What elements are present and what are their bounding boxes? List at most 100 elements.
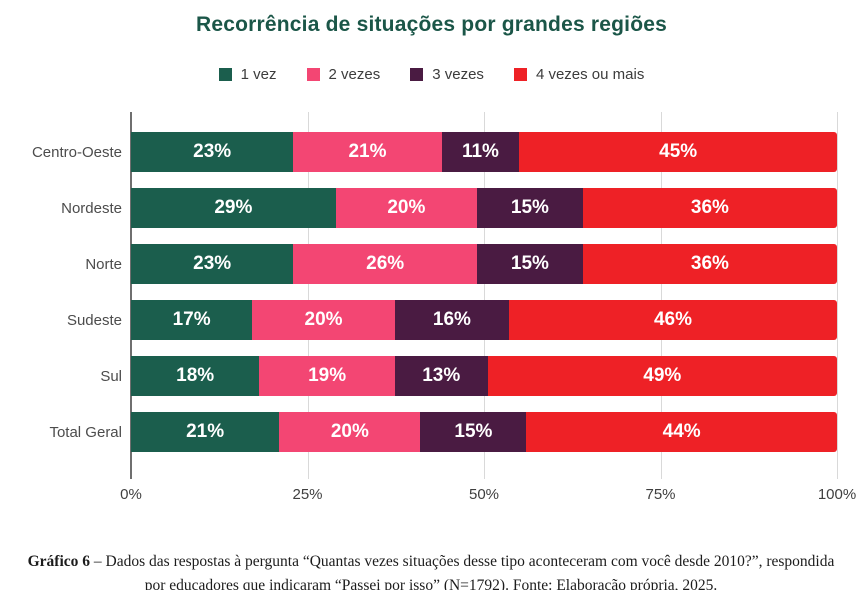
bar-segment-4-vezes-ou-mais: 44% [526, 412, 837, 452]
category-axis-labels: Centro-Oeste Nordeste Norte Sudeste Sul Total… [0, 124, 122, 460]
caption-label: Gráfico 6 [27, 552, 91, 570]
bar-segment-4-vezes-ou-mais: 46% [508, 300, 837, 340]
caption-text: Dados das respostas à pergunta “Quantas … [105, 552, 835, 590]
bar-row-sudeste: 17% 20% 16% 46% [131, 292, 837, 348]
gridline [484, 112, 485, 479]
bar-segment-1-vez: 17% [131, 300, 253, 340]
bar-value-label: 26% [366, 253, 405, 274]
caption: Gráfico 6 – Dados das respostas à pergun… [21, 550, 841, 590]
bar-segment-3-vezes: 15% [476, 188, 583, 228]
legend: 1 vez 2 vezes 3 vezes 4 vezes ou mais [0, 66, 863, 83]
bar-value-label: 23% [193, 253, 232, 274]
bar-segment-2-vezes: 20% [252, 300, 395, 340]
legend-item-4-vezes-ou-mais: 4 vezes ou mais [513, 66, 645, 83]
legend-label: 3 vezes [432, 66, 484, 83]
legend-label: 1 vez [240, 66, 277, 83]
x-axis-tick-labels: 0% 25% 50% 75% 100% [120, 486, 856, 506]
bar-value-label: 13% [422, 365, 461, 386]
category-label-centro-oeste: Centro-Oeste [31, 143, 122, 161]
bar-segment-3-vezes: 16% [394, 300, 509, 340]
bar-value-label: 21% [186, 421, 225, 442]
legend-swatch-icon [218, 68, 232, 81]
bar-segment-2-vezes: 20% [335, 188, 477, 228]
stacked-bar-chart: Centro-Oeste Nordeste Norte Sudeste Sul Total… [0, 112, 863, 512]
bar-segment-4-vezes-ou-mais: 36% [582, 244, 837, 284]
bar-value-label: 20% [304, 309, 343, 330]
stacked-bar-nordeste: 29% 20% 15% 36% [131, 188, 837, 228]
bar-segment-1-vez: 21% [131, 412, 280, 452]
bar-segment-1-vez: 23% [131, 132, 294, 172]
bar-segment-2-vezes: 26% [293, 244, 477, 284]
bar-value-label: 29% [214, 197, 253, 218]
category-label-total-geral: Total Geral [49, 423, 122, 441]
bar-value-label: 36% [690, 253, 729, 274]
category-label-nordeste: Nordeste [61, 199, 122, 217]
legend-item-2-vezes: 2 vezes [306, 66, 381, 83]
bar-value-label: 45% [659, 141, 698, 162]
category-label-norte: Norte [85, 255, 122, 273]
category-label-sudeste: Sudeste [66, 311, 122, 329]
bar-segment-3-vezes: 13% [394, 356, 488, 396]
stacked-bar-sudeste: 17% 20% 16% 46% [131, 300, 837, 340]
bar-value-label: 11% [461, 141, 499, 162]
bar-segment-3-vezes: 15% [420, 412, 527, 452]
plot-rows: 23% 21% 11% 45% 29% 20% 15% 36% 23% 26% 15% 36% 17% 2… [131, 124, 837, 460]
gridline [307, 112, 309, 479]
bar-value-label: 21% [348, 141, 387, 162]
bar-value-label: 18% [176, 365, 215, 386]
chart-title: Recorrência de situações por grandes reg… [196, 13, 667, 36]
bar-segment-2-vezes: 21% [293, 132, 442, 172]
bar-value-label: 15% [510, 197, 549, 218]
legend-swatch-icon [306, 68, 320, 81]
bar-value-label: 16% [432, 309, 471, 330]
bar-segment-2-vezes: 20% [279, 412, 421, 452]
legend-swatch-icon [513, 68, 527, 81]
plot-area: 23% 21% 11% 45% 29% 20% 15% 36% 23% 26% 15% 36% 17% 2… [130, 112, 838, 479]
bar-segment-2-vezes: 19% [259, 356, 395, 396]
bar-row-nordeste: 29% 20% 15% 36% [131, 180, 837, 236]
x-tick-label-100: 100% [817, 486, 857, 503]
bar-value-label: 17% [172, 309, 211, 330]
bar-value-label: 23% [193, 141, 232, 162]
bar-segment-4-vezes-ou-mais: 49% [487, 356, 837, 396]
gridline [660, 112, 662, 479]
stacked-bar-sul: 18% 19% 13% 49% [131, 356, 837, 396]
bar-value-label: 49% [643, 365, 682, 386]
legend-item-3-vezes: 3 vezes [410, 66, 484, 83]
bar-value-label: 20% [387, 197, 426, 218]
stacked-bar-norte: 23% 26% 15% 36% [131, 244, 837, 284]
bar-row-norte: 23% 26% 15% 36% [131, 236, 837, 292]
bar-value-label: 36% [690, 197, 729, 218]
bar-value-label: 20% [330, 421, 369, 442]
y-axis-line [130, 112, 132, 479]
stacked-bar-centro-oeste: 23% 21% 11% 45% [131, 132, 837, 172]
bar-value-label: 15% [454, 421, 493, 442]
legend-swatch-icon [410, 68, 424, 81]
bar-segment-1-vez: 23% [131, 244, 294, 284]
stacked-bar-total-geral: 21% 20% 15% 44% [131, 412, 837, 452]
x-tick-label-25: 25% [292, 486, 323, 503]
x-tick-label-0: 0% [120, 486, 142, 503]
bar-segment-1-vez: 18% [131, 356, 260, 396]
bar-value-label: 19% [308, 365, 347, 386]
bar-row-total-geral: 21% 20% 15% 44% [131, 404, 837, 460]
legend-label: 4 vezes ou mais [535, 66, 645, 83]
legend-item-1-vez: 1 vez [218, 66, 277, 83]
legend-label: 2 vezes [328, 66, 381, 83]
gridline [837, 112, 838, 479]
x-tick-label-50: 50% [468, 486, 500, 503]
bar-segment-3-vezes: 15% [476, 244, 583, 284]
bar-value-label: 15% [510, 253, 549, 274]
caption-separator: – [93, 552, 102, 570]
bar-segment-1-vez: 29% [131, 188, 336, 228]
category-label-sul: Sul [100, 367, 122, 385]
bar-row-centro-oeste: 23% 21% 11% 45% [131, 124, 837, 180]
x-tick-label-75: 75% [645, 486, 676, 503]
bar-row-sul: 18% 19% 13% 49% [131, 348, 837, 404]
bar-segment-3-vezes: 11% [441, 132, 520, 172]
bar-segment-4-vezes-ou-mais: 36% [582, 188, 837, 228]
bar-segment-4-vezes-ou-mais: 45% [519, 132, 837, 172]
bar-value-label: 46% [653, 309, 692, 330]
bar-value-label: 44% [662, 421, 701, 442]
